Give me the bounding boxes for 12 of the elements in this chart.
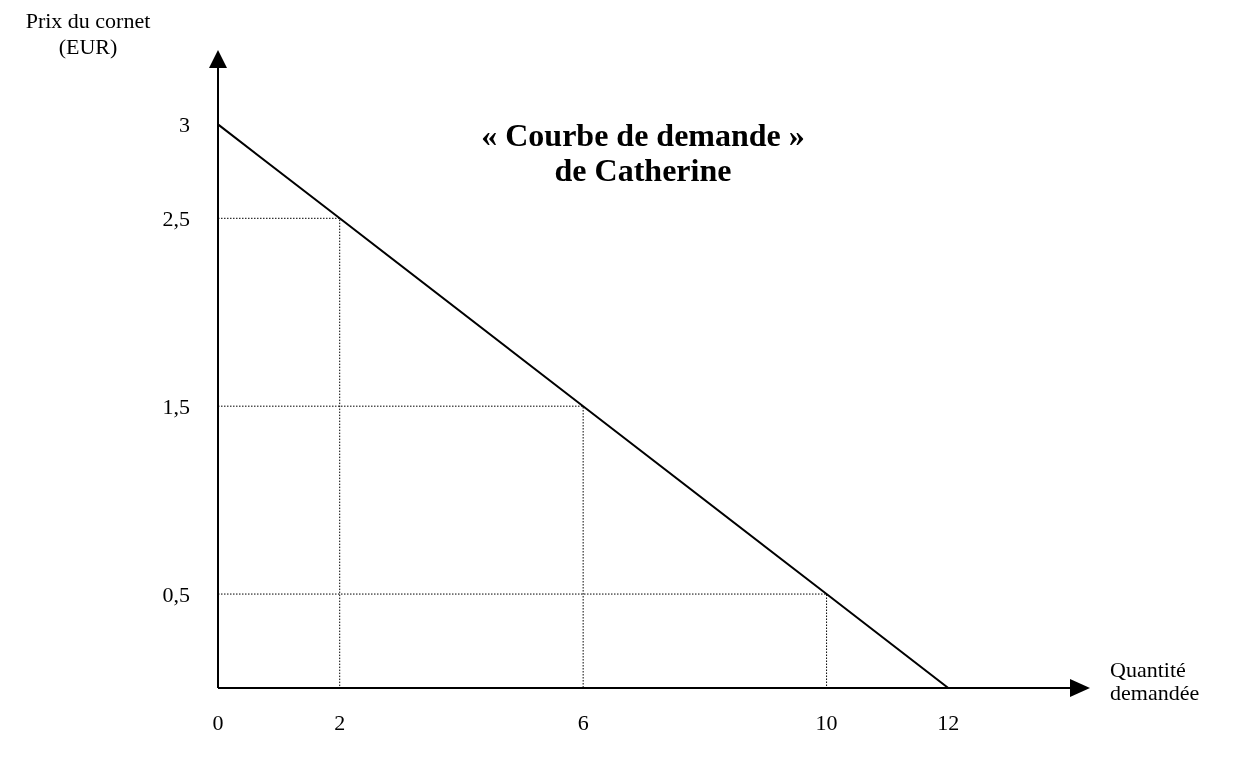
- y-tick-label: 1,5: [162, 393, 190, 419]
- x-tick-label: 12: [937, 709, 960, 735]
- x-axis-title: Quantité demandée: [1110, 657, 1201, 706]
- y-tick-label: 3: [179, 112, 190, 138]
- x-tick-label: 10: [815, 709, 838, 735]
- y-tick-label: 2,5: [162, 206, 190, 232]
- y-axis-title: Prix du cornet (EUR): [24, 8, 152, 60]
- y-tick-label: 0,5: [162, 581, 190, 607]
- x-tick-label: 0: [212, 709, 224, 735]
- text: « Courbe de demande » de Catherine: [480, 117, 806, 189]
- x-tick-label: 6: [577, 709, 589, 735]
- x-tick-label: 2: [334, 709, 346, 735]
